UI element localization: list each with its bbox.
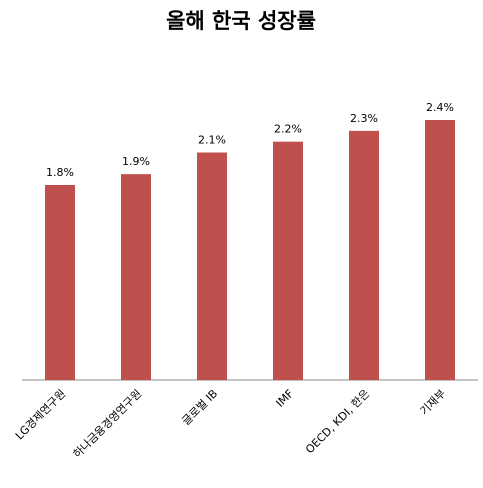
x-tick-label: LG경제연구원	[13, 387, 68, 442]
x-tick-label: IMF	[274, 387, 297, 410]
chart-title: 올해 한국 성장률	[166, 9, 316, 33]
value-label: 2.2%	[274, 123, 302, 136]
bar	[425, 120, 455, 380]
x-tick-label: 글로벌 IB	[179, 387, 220, 428]
bar	[273, 141, 303, 380]
bar	[121, 174, 151, 380]
value-label: 2.4%	[426, 101, 454, 114]
value-label: 1.9%	[122, 155, 150, 168]
x-tick-label: 기재부	[418, 387, 449, 418]
x-tick-label: OECD, KDI, 한은	[303, 387, 372, 456]
value-label: 2.3%	[350, 112, 378, 125]
value-label: 2.1%	[198, 134, 226, 147]
bar	[197, 152, 227, 380]
x-tick-label: 하나금융경영연구원	[70, 386, 144, 460]
bar	[349, 130, 379, 380]
value-label: 1.8%	[46, 166, 74, 179]
bar	[45, 185, 75, 380]
